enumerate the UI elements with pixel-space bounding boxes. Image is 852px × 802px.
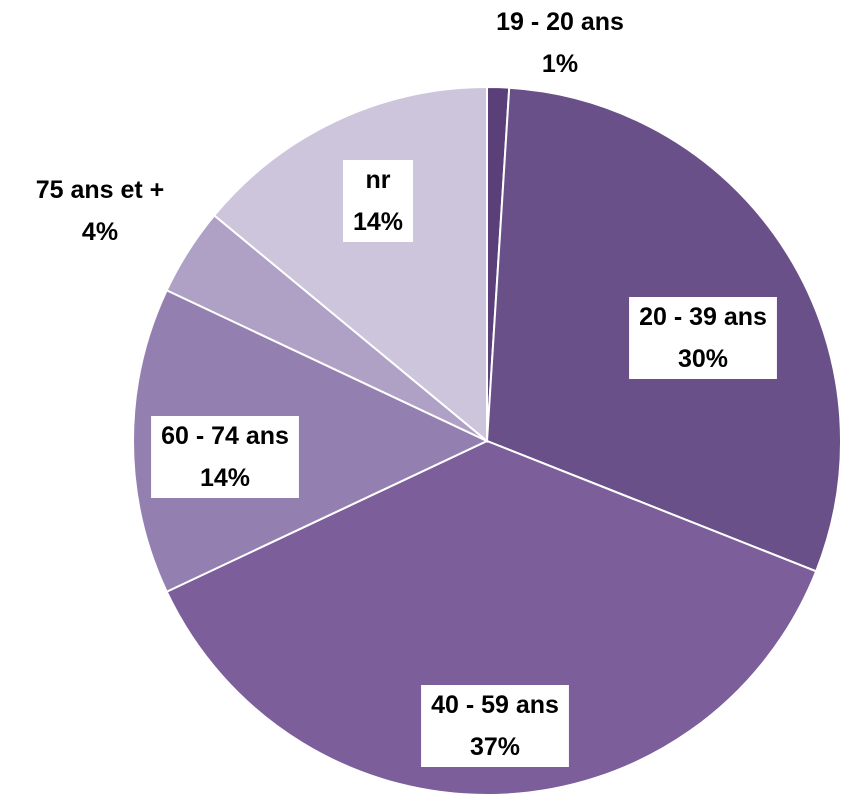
slice-percent-label: 14%: [353, 208, 403, 236]
pie-slice-2: [165, 439, 818, 796]
slice-label-0: 19 - 20 ans 1%: [496, 8, 624, 78]
slice-category-label: 60 - 74 ans: [161, 422, 289, 450]
slice-percent-label: 4%: [82, 218, 118, 246]
slice-label-2: 40 - 59 ans 37%: [421, 685, 569, 767]
slice-percent-label: 30%: [678, 345, 728, 373]
slice-category-label: nr: [366, 166, 391, 194]
label-box: [342, 160, 414, 242]
slice-category-label: 40 - 59 ans: [431, 691, 559, 719]
slice-percent-label: 1%: [542, 50, 578, 78]
slice-label-5: nr 14%: [342, 160, 414, 242]
slice-percent-label: 14%: [200, 464, 250, 492]
label-box: [421, 685, 569, 767]
slice-category-label: 19 - 20 ans: [496, 8, 624, 36]
slice-label-1: 20 - 39 ans 30%: [629, 297, 777, 379]
label-box: [151, 416, 299, 498]
label-box: [629, 297, 777, 379]
slices: [131, 85, 842, 796]
pie-slice-3: [131, 288, 490, 594]
slice-percent-label: 37%: [470, 733, 520, 761]
slice-category-label: 75 ans et +: [36, 176, 165, 204]
slice-category-label: 20 - 39 ans: [639, 303, 767, 331]
labels: 19 - 20 ans 1% 20 - 39 ans 30% 40 - 59 ans 37…: [36, 8, 777, 767]
pie-slice-5: [212, 85, 488, 444]
slice-label-3: 60 - 74 ans 14%: [151, 416, 299, 498]
slice-label-4: 75 ans et + 4%: [36, 176, 165, 246]
